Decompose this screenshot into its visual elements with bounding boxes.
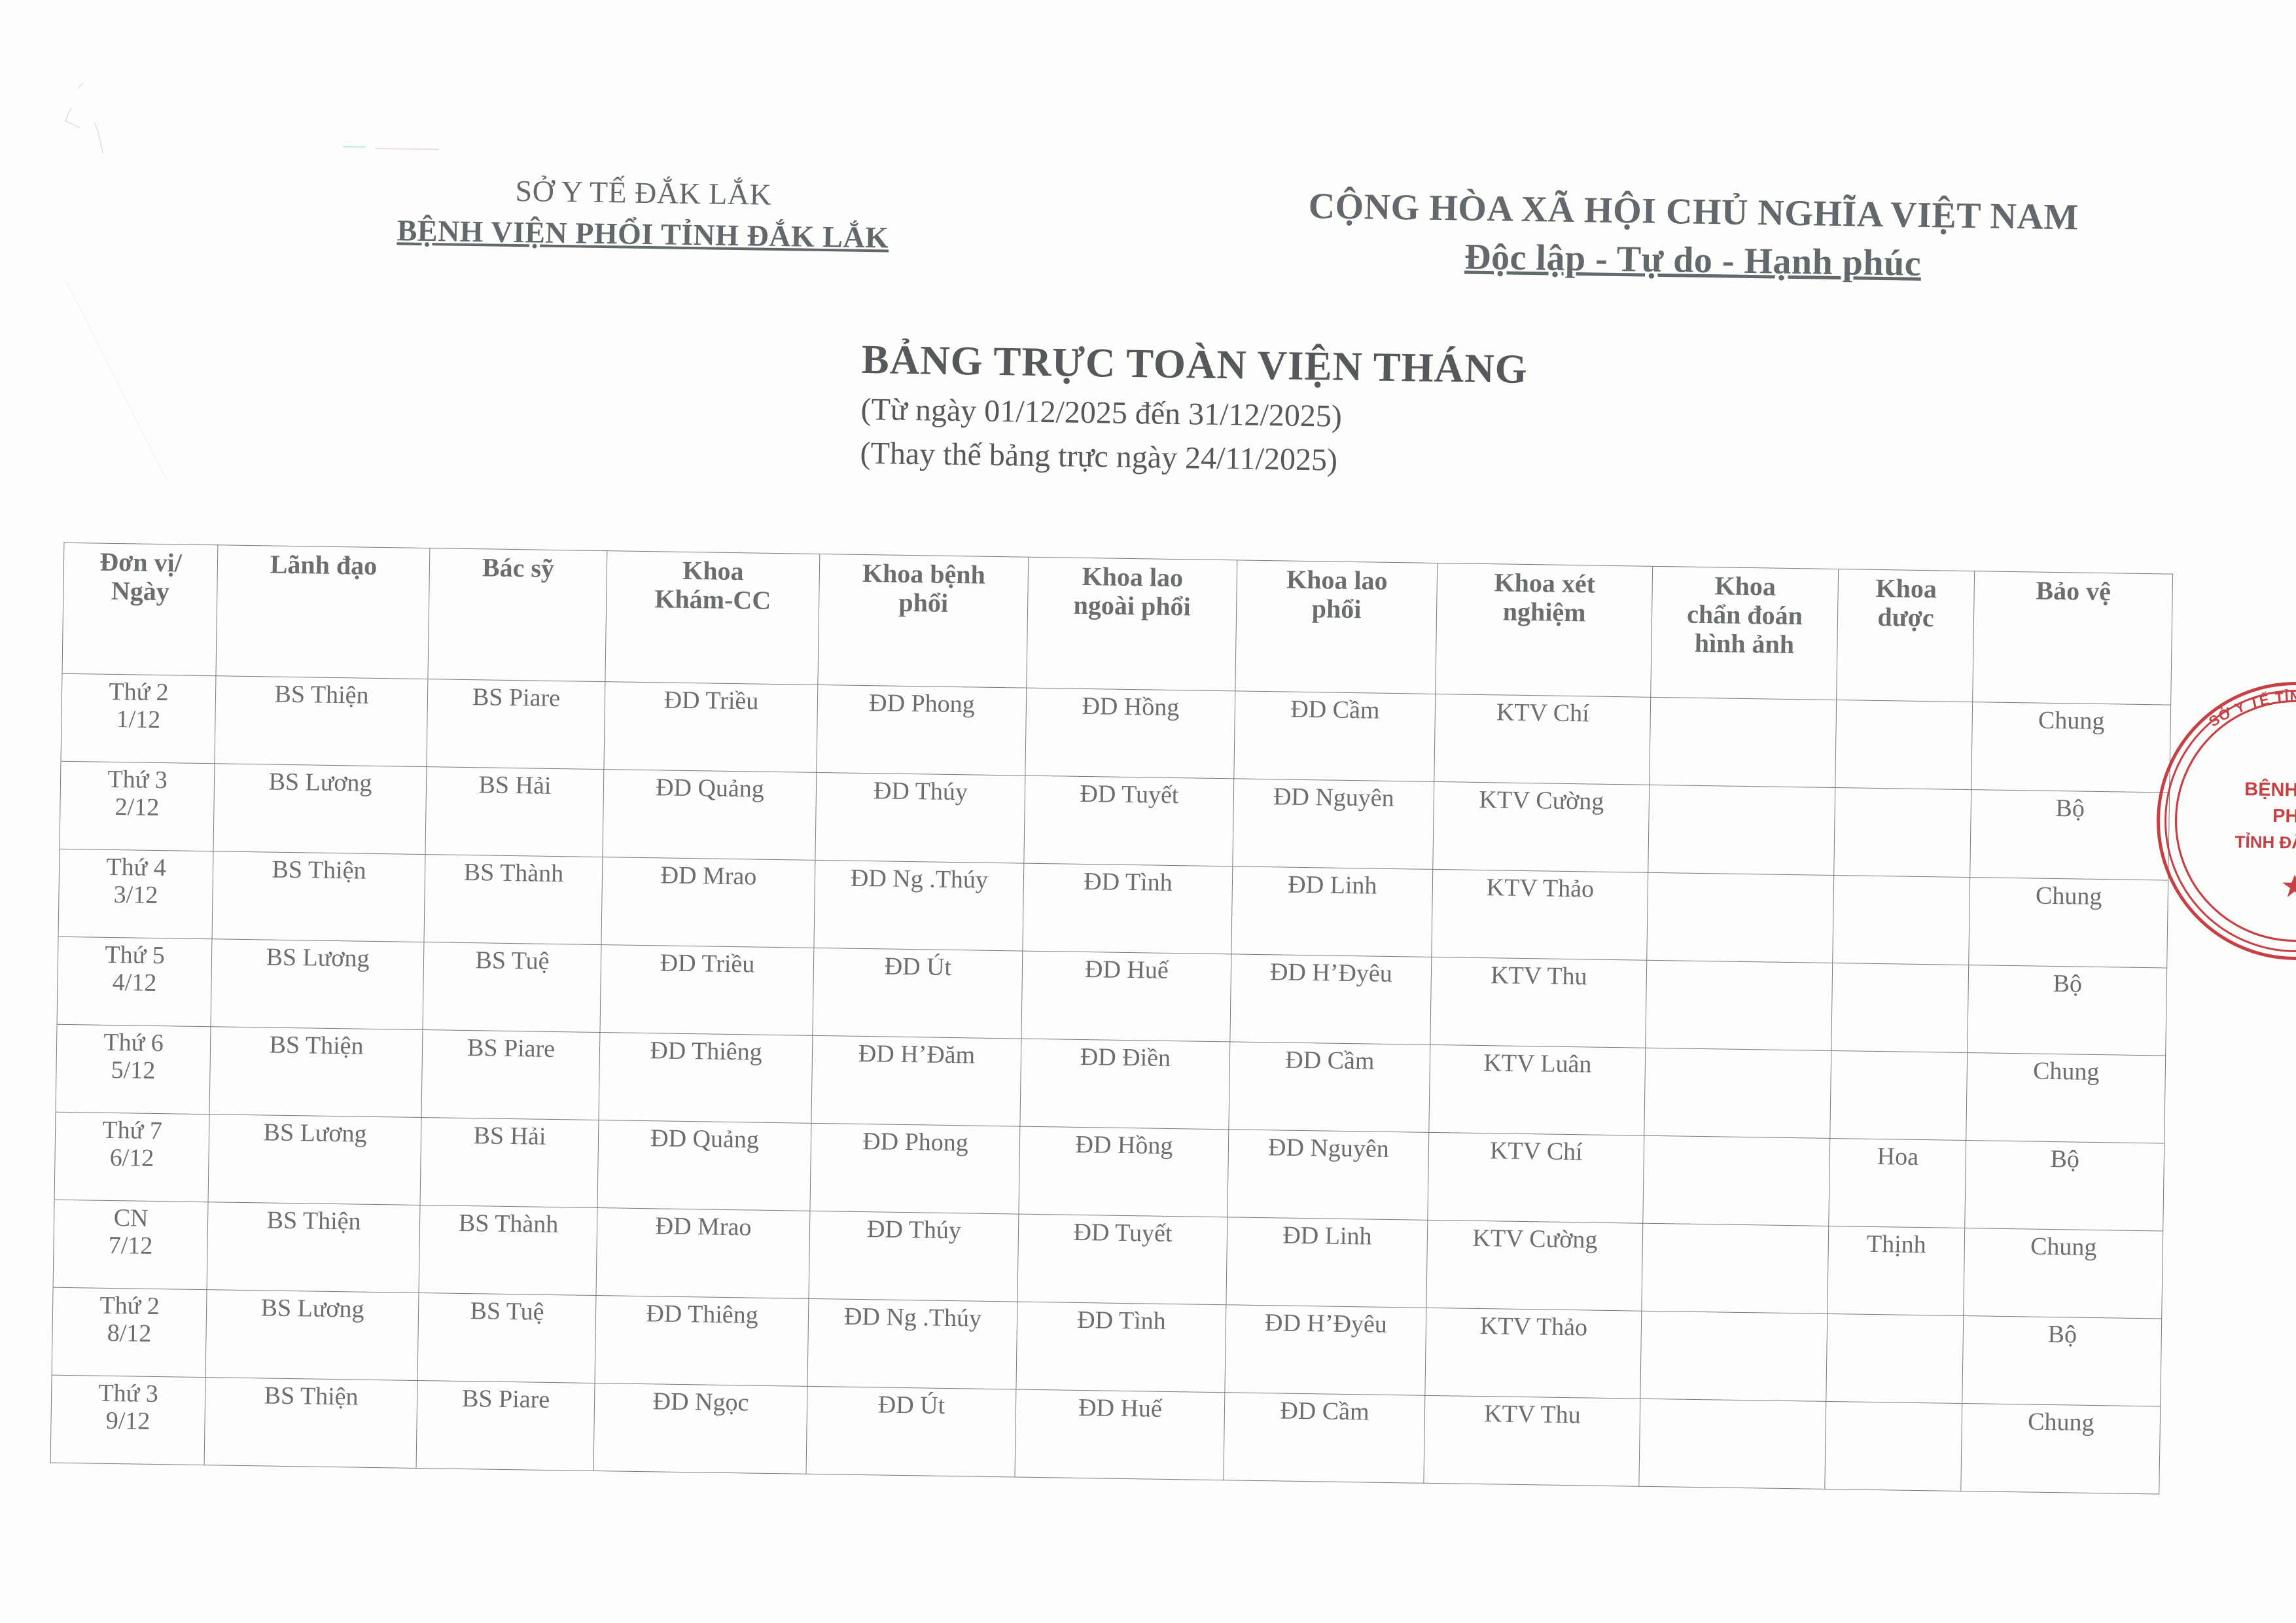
svg-text:TỈNH ĐẮK LẮK: TỈNH ĐẮK LẮK: [2234, 832, 2296, 853]
svg-text:SỞ Y TẾ TỈNH ĐẮK LẮK: SỞ Y TẾ TỈNH ĐẮK LẮK: [2206, 687, 2296, 732]
svg-text:BỆNH VIỆN: BỆNH VIỆN: [2244, 777, 2296, 801]
svg-text:PHỔI: PHỔI: [2272, 804, 2296, 827]
